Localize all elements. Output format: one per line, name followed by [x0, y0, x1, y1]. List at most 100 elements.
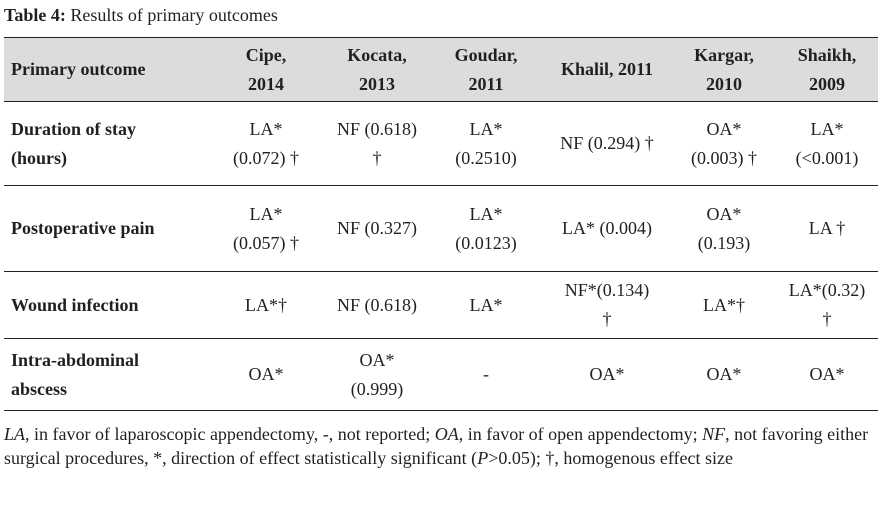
cell-line: OA* — [706, 203, 742, 224]
cell-line: NF (0.294) † — [560, 133, 654, 153]
outcome-label: Duration of stay (hours) — [4, 101, 208, 186]
cell-line: † — [822, 309, 832, 329]
result-cell: OA* (0.003) † — [672, 101, 776, 186]
header-line: 2013 — [358, 73, 395, 94]
outcome-label: Wound infection — [4, 271, 208, 339]
result-cell: LA* (0.0123) — [430, 185, 542, 272]
header-line: Khalil, 2011 — [560, 59, 654, 79]
cell-line: NF (0.618) — [337, 118, 417, 139]
result-cell: NF (0.294) † — [542, 101, 672, 186]
header-line: Kargar, — [694, 44, 754, 65]
result-cell: LA* (0.057) † — [208, 185, 324, 272]
footnote-text: >0.05); †, homogenous effect size — [488, 448, 733, 468]
cell-line: (0.999) — [350, 378, 404, 399]
cell-line: † — [372, 147, 382, 168]
cell-line: LA* — [469, 203, 503, 224]
footnote-text: , not favoring either surgical procedure… — [4, 424, 869, 468]
cell-line: OA* — [809, 364, 845, 384]
result-cell: OA* (0.999) — [324, 338, 430, 411]
result-cell: LA* (0.004) — [542, 185, 672, 272]
header-study-goudar: Goudar, 2011 — [430, 37, 542, 102]
result-cell: LA* — [430, 271, 542, 339]
outcome-label: Postoperative pain — [4, 185, 208, 272]
outcome-line: abscess — [11, 378, 68, 399]
table-row-postoperative-pain: Postoperative pain LA* (0.057) † NF (0.32… — [4, 185, 878, 272]
footnote-p-symbol: P — [477, 448, 489, 468]
header-study-kargar: Kargar, 2010 — [672, 37, 776, 102]
cell-line: NF*(0.134) — [564, 280, 650, 300]
header-line: Cipe, — [245, 44, 287, 65]
cell-line: OA* — [706, 118, 742, 139]
outcome-line: Postoperative pain — [11, 218, 155, 238]
cell-line: LA*† — [245, 294, 287, 315]
header-line: Kocata, — [347, 44, 407, 65]
cell-line: OA* — [589, 364, 625, 384]
cell-line: LA † — [808, 218, 846, 238]
cell-line: LA*(0.32) — [788, 280, 866, 300]
header-study-khalil: Khalil, 2011 — [542, 37, 672, 102]
header-line: 2011 — [468, 73, 504, 94]
cell-line: LA* — [469, 118, 503, 139]
header-line: 2014 — [248, 73, 284, 94]
table-number: Table 4: — [4, 5, 66, 25]
result-cell: OA* — [542, 338, 672, 411]
result-cell: NF (0.618) — [324, 271, 430, 339]
cell-line: NF (0.618) — [337, 294, 417, 315]
result-cell: - — [430, 338, 542, 411]
result-cell: OA* (0.193) — [672, 185, 776, 272]
primary-outcomes-table: Primary outcome Cipe, 2014 Kocata, 2013 Go… — [4, 37, 878, 411]
table-footnote: LA, in favor of laparoscopic appendectom… — [4, 422, 880, 470]
cell-line: (0.003) † — [691, 147, 757, 168]
header-line: Shaikh, — [797, 44, 857, 65]
header-line: Goudar, — [454, 44, 518, 65]
cell-line: LA* — [249, 203, 283, 224]
table-caption: Table 4: Results of primary outcomes — [4, 4, 278, 26]
footnote-abbr-la: LA — [4, 424, 26, 444]
table-row-intra-abdominal-abscess: Intra-abdominal abscess OA* OA* (0.999) - … — [4, 338, 878, 411]
cell-line: OA* — [706, 364, 742, 384]
result-cell: OA* — [208, 338, 324, 411]
outcome-line: Duration of stay — [11, 118, 136, 139]
header-line: 2010 — [705, 73, 742, 94]
cell-line: (<0.001) — [795, 147, 859, 168]
cell-line: LA* — [469, 294, 503, 315]
cell-line: LA* — [810, 118, 844, 139]
cell-line: LA*† — [703, 294, 745, 315]
header-study-cipe: Cipe, 2014 — [208, 37, 324, 102]
cell-line: OA* — [248, 364, 284, 384]
cell-line: (0.072) † — [233, 147, 299, 168]
header-line: 2009 — [808, 73, 845, 94]
header-primary-outcome: Primary outcome — [4, 37, 208, 102]
outcome-line: (hours) — [11, 147, 68, 168]
cell-line: - — [483, 364, 489, 384]
cell-line: NF (0.327) — [337, 218, 417, 238]
result-cell: LA † — [776, 185, 878, 272]
footnote-text: , in favor of laparoscopic appendectomy,… — [25, 424, 435, 444]
cell-line: LA* — [249, 118, 283, 139]
header-row: Primary outcome Cipe, 2014 Kocata, 2013 Go… — [4, 37, 878, 102]
cell-line: (0.057) † — [233, 232, 299, 253]
result-cell: LA*† — [208, 271, 324, 339]
result-cell: NF (0.327) — [324, 185, 430, 272]
result-cell: NF*(0.134) † — [542, 271, 672, 339]
result-cell: OA* — [776, 338, 878, 411]
table-row-duration-of-stay: Duration of stay (hours) LA* (0.072) † NF … — [4, 101, 878, 186]
footnote-abbr-nf: NF — [702, 424, 726, 444]
cell-line: (0.2510) — [455, 147, 517, 168]
result-cell: OA* — [672, 338, 776, 411]
result-cell: LA* (<0.001) — [776, 101, 878, 186]
cell-line: † — [602, 309, 612, 329]
footnote-abbr-oa: OA — [434, 424, 459, 444]
cell-line: LA* (0.004) — [562, 218, 652, 238]
result-cell: LA*† — [672, 271, 776, 339]
cell-line: (0.0123) — [455, 232, 517, 253]
footnote-text: , in favor of open appendectomy; — [458, 424, 703, 444]
table-title: Results of primary outcomes — [70, 5, 278, 25]
header-study-kocata: Kocata, 2013 — [324, 37, 430, 102]
result-cell: NF (0.618) † — [324, 101, 430, 186]
table-row-wound-infection: Wound infection LA*† NF (0.618) LA* NF*(… — [4, 271, 878, 339]
outcome-line: Intra-abdominal — [11, 349, 140, 370]
result-cell: LA*(0.32) † — [776, 271, 878, 339]
outcome-line: Wound infection — [11, 294, 139, 315]
result-cell: LA* (0.072) † — [208, 101, 324, 186]
